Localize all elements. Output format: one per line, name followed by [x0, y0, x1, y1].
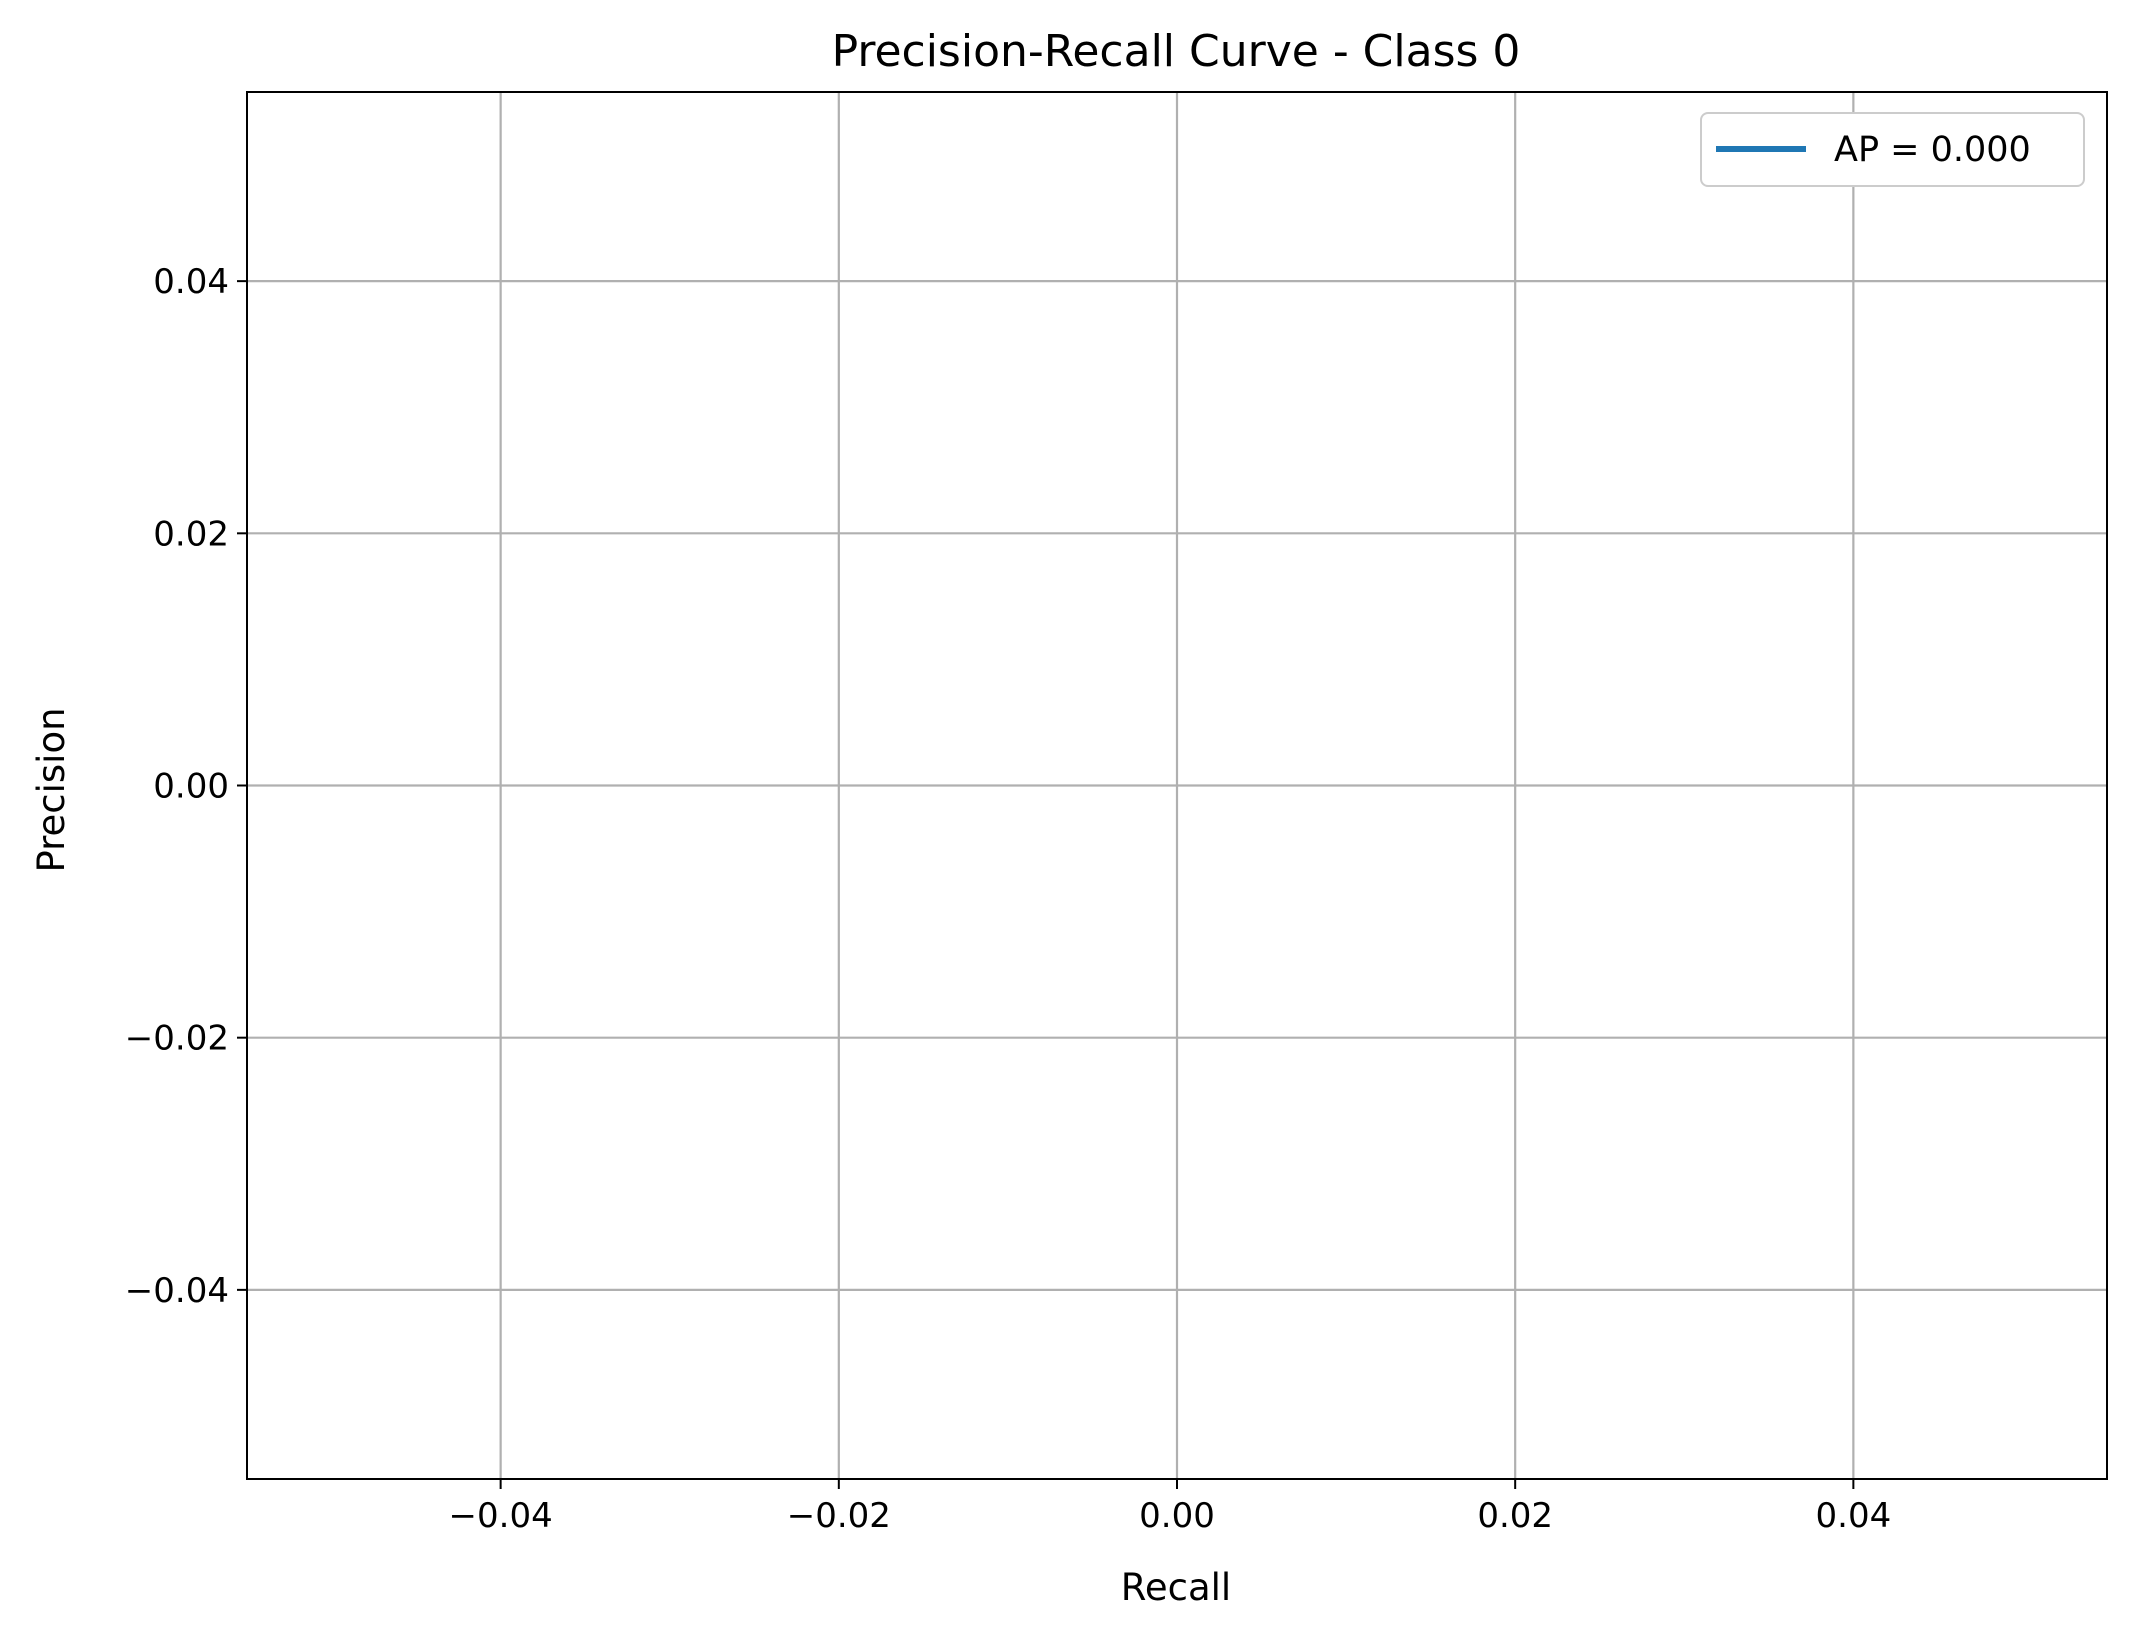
y-tick-label: −0.04: [125, 1271, 229, 1311]
x-tick-label: 0.02: [1477, 1496, 1553, 1536]
y-axis-ticks: 0.04 0.02 0.00 −0.02 −0.04: [125, 262, 247, 1311]
x-tick-label: 0.04: [1816, 1496, 1892, 1536]
y-axis-label: Precision: [30, 707, 73, 872]
x-axis-ticks: −0.04 −0.02 0.00 0.02 0.04: [449, 1479, 1892, 1536]
grid-lines: [247, 92, 2107, 1479]
x-tick-label: −0.02: [787, 1496, 891, 1536]
y-tick-label: 0.00: [153, 767, 229, 807]
legend: AP = 0.000: [1700, 112, 2085, 187]
legend-entry-label: AP = 0.000: [1834, 130, 2031, 170]
chart-title: Precision-Recall Curve - Class 0: [832, 26, 1521, 77]
y-tick-label: −0.02: [125, 1019, 229, 1059]
x-axis-label: Recall: [1121, 1566, 1231, 1609]
y-tick-label: 0.04: [153, 262, 229, 302]
x-tick-label: 0.00: [1139, 1496, 1215, 1536]
legend-box: [1700, 112, 2085, 187]
x-tick-label: −0.04: [449, 1496, 553, 1536]
y-tick-label: 0.02: [153, 514, 229, 554]
